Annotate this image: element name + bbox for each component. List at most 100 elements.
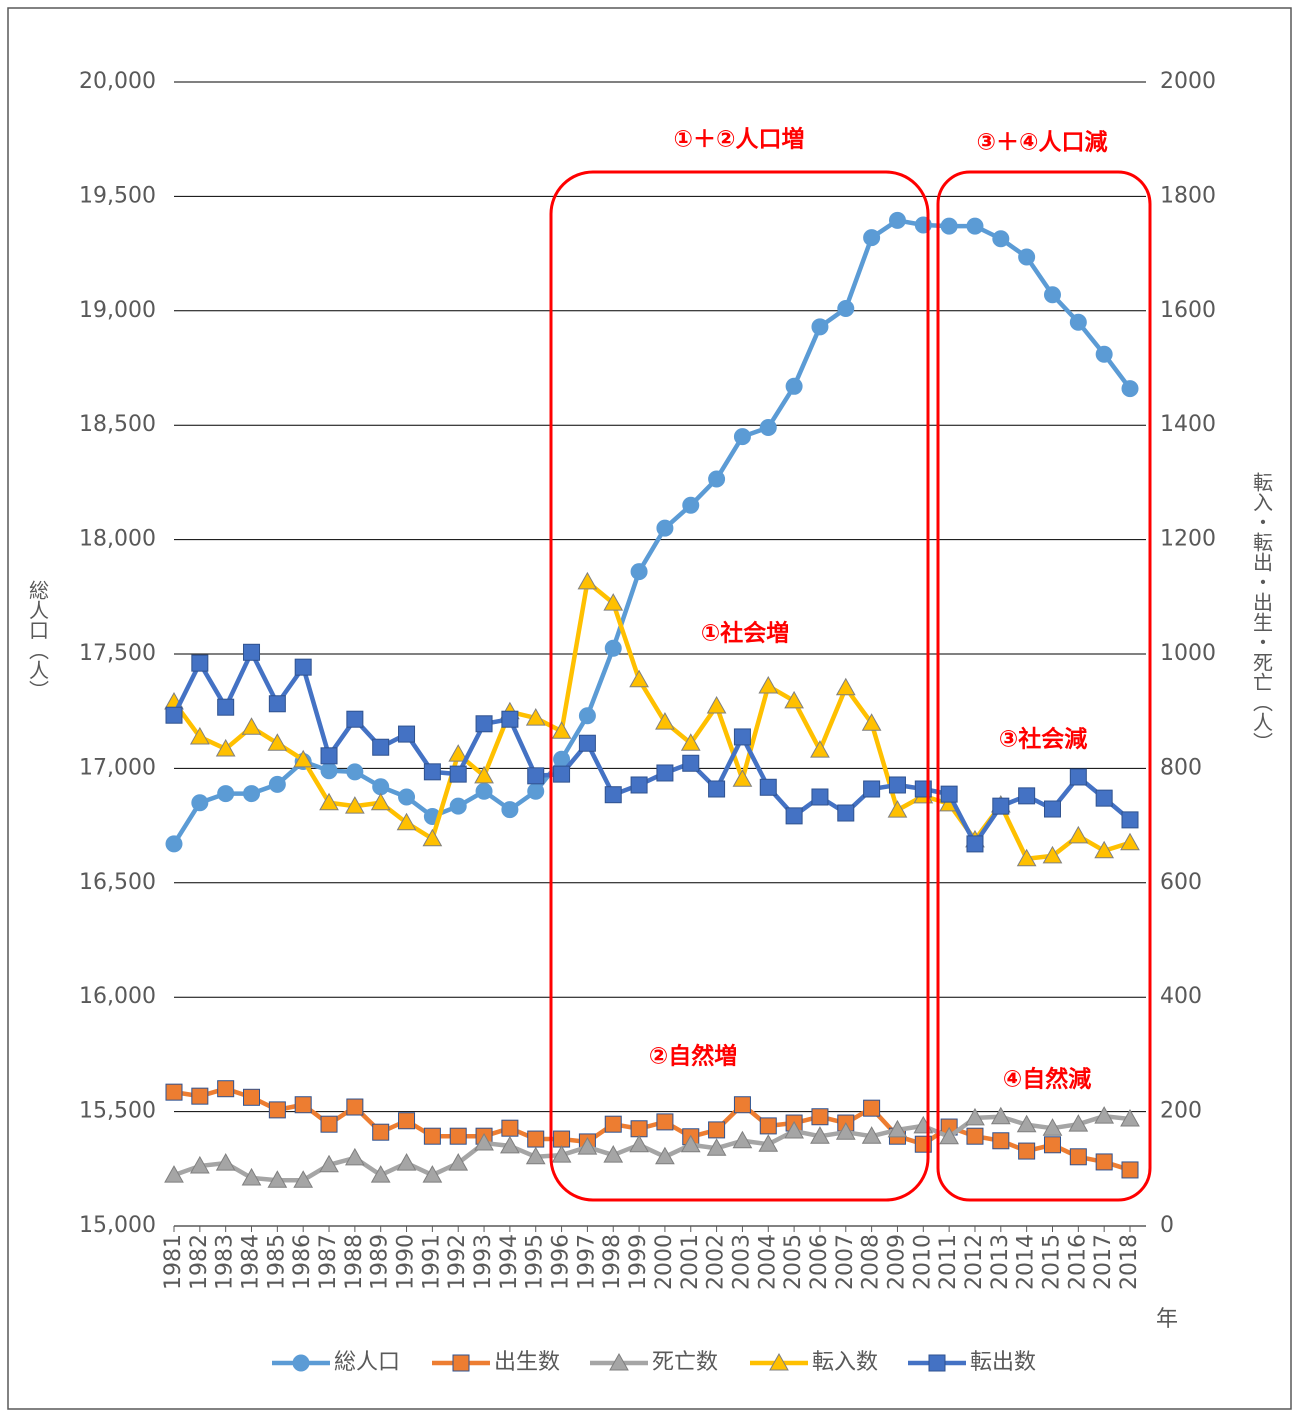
marker (810, 1126, 830, 1144)
marker (1069, 1148, 1087, 1166)
x-tick-label: 1994 (497, 1234, 522, 1290)
marker (604, 639, 622, 657)
marker (449, 765, 467, 783)
marker (215, 738, 236, 757)
marker (769, 1352, 789, 1371)
annotation: ③社会減 (999, 726, 1087, 753)
y-tick-label: 19,500 (79, 183, 156, 208)
grid: 15,000 15,500 16,000 16,500 17,000 17,500 18,0… (79, 69, 1216, 1290)
marker (346, 1098, 364, 1116)
x-tick-label: 1992 (445, 1234, 470, 1290)
marker (603, 1145, 624, 1163)
marker (630, 1120, 648, 1138)
marker (398, 725, 416, 743)
marker (604, 1115, 622, 1133)
marker (706, 696, 727, 714)
marker (1018, 248, 1036, 266)
annotation: ①＋②人口増 (674, 126, 805, 153)
marker (811, 788, 829, 806)
x-tick-label: 2007 (833, 1234, 858, 1290)
x-tick-label: 2017 (1091, 1234, 1116, 1290)
legend-label: 出生数 (494, 1350, 560, 1375)
marker (992, 797, 1010, 815)
x-tick-label: 1991 (419, 1234, 444, 1290)
marker (863, 229, 881, 247)
x-tick-label: 1993 (471, 1234, 496, 1290)
marker (1068, 825, 1089, 844)
marker (577, 571, 598, 590)
y2-tick-label: 0 (1160, 1213, 1174, 1238)
marker (452, 1354, 470, 1372)
marker (656, 1113, 674, 1131)
marker (759, 1117, 777, 1135)
marker (758, 676, 779, 694)
annotation: ③＋④人口減 (977, 130, 1108, 156)
marker (1120, 832, 1140, 851)
marker (319, 792, 339, 811)
marker (346, 710, 364, 728)
marker (475, 715, 493, 733)
marker (784, 690, 804, 709)
marker (475, 782, 493, 800)
legend-label: 転入数 (812, 1350, 878, 1375)
marker (810, 740, 830, 758)
marker (656, 519, 674, 537)
marker (811, 318, 829, 336)
marker (293, 1170, 314, 1188)
marker (398, 788, 416, 806)
marker (992, 1132, 1010, 1150)
annotation: ①社会増 (701, 620, 789, 647)
marker (292, 1354, 310, 1372)
marker (928, 1354, 946, 1372)
y2-tick-label: 2000 (1160, 69, 1216, 94)
marker (682, 754, 700, 772)
y2-tick-label: 1000 (1160, 641, 1216, 666)
marker (268, 695, 286, 713)
marker (500, 1135, 520, 1154)
y-axis-title: 総人口（人） (26, 580, 50, 700)
y-tick-label: 16,000 (79, 984, 156, 1009)
marker (501, 710, 519, 728)
x-tick-label: 1983 (213, 1234, 238, 1290)
y-tick-label: 19,000 (79, 298, 156, 323)
legend-label: 死亡数 (652, 1350, 718, 1375)
marker (345, 1147, 365, 1166)
marker (603, 593, 624, 611)
y-tick-label: 18,500 (79, 412, 156, 437)
marker (708, 470, 726, 488)
marker (759, 418, 777, 436)
y2-tick-label: 200 (1160, 1099, 1202, 1124)
x-axis-title: 年 (1156, 1307, 1178, 1332)
marker (217, 698, 235, 716)
y2-tick-label: 1400 (1160, 412, 1216, 437)
marker (320, 762, 338, 780)
marker (346, 763, 364, 781)
marker (708, 1121, 726, 1139)
marker (888, 211, 906, 229)
x-tick-label: 2010 (910, 1234, 935, 1290)
marker (422, 1165, 443, 1183)
marker (268, 1101, 286, 1119)
y-tick-label: 18,000 (79, 527, 156, 552)
marker (680, 1134, 701, 1153)
marker (609, 1352, 629, 1371)
x-tick-label: 2004 (755, 1234, 780, 1290)
marker (1043, 800, 1061, 818)
marker (1043, 286, 1061, 304)
x-tick-label: 2001 (678, 1234, 703, 1290)
marker (1094, 1106, 1115, 1124)
y2-tick-label: 1800 (1160, 183, 1216, 208)
marker (527, 767, 545, 785)
marker (733, 428, 751, 446)
x-tick-label: 2011 (936, 1234, 961, 1290)
marker (835, 1122, 856, 1140)
marker (370, 792, 391, 811)
y2-tick-label: 800 (1160, 755, 1202, 780)
marker (215, 1153, 236, 1171)
marker (965, 1107, 985, 1126)
legend-label: 転出数 (970, 1350, 1036, 1375)
marker (1069, 313, 1087, 331)
marker (1095, 1153, 1113, 1171)
plot-area (164, 211, 1140, 1188)
marker (551, 1145, 572, 1163)
